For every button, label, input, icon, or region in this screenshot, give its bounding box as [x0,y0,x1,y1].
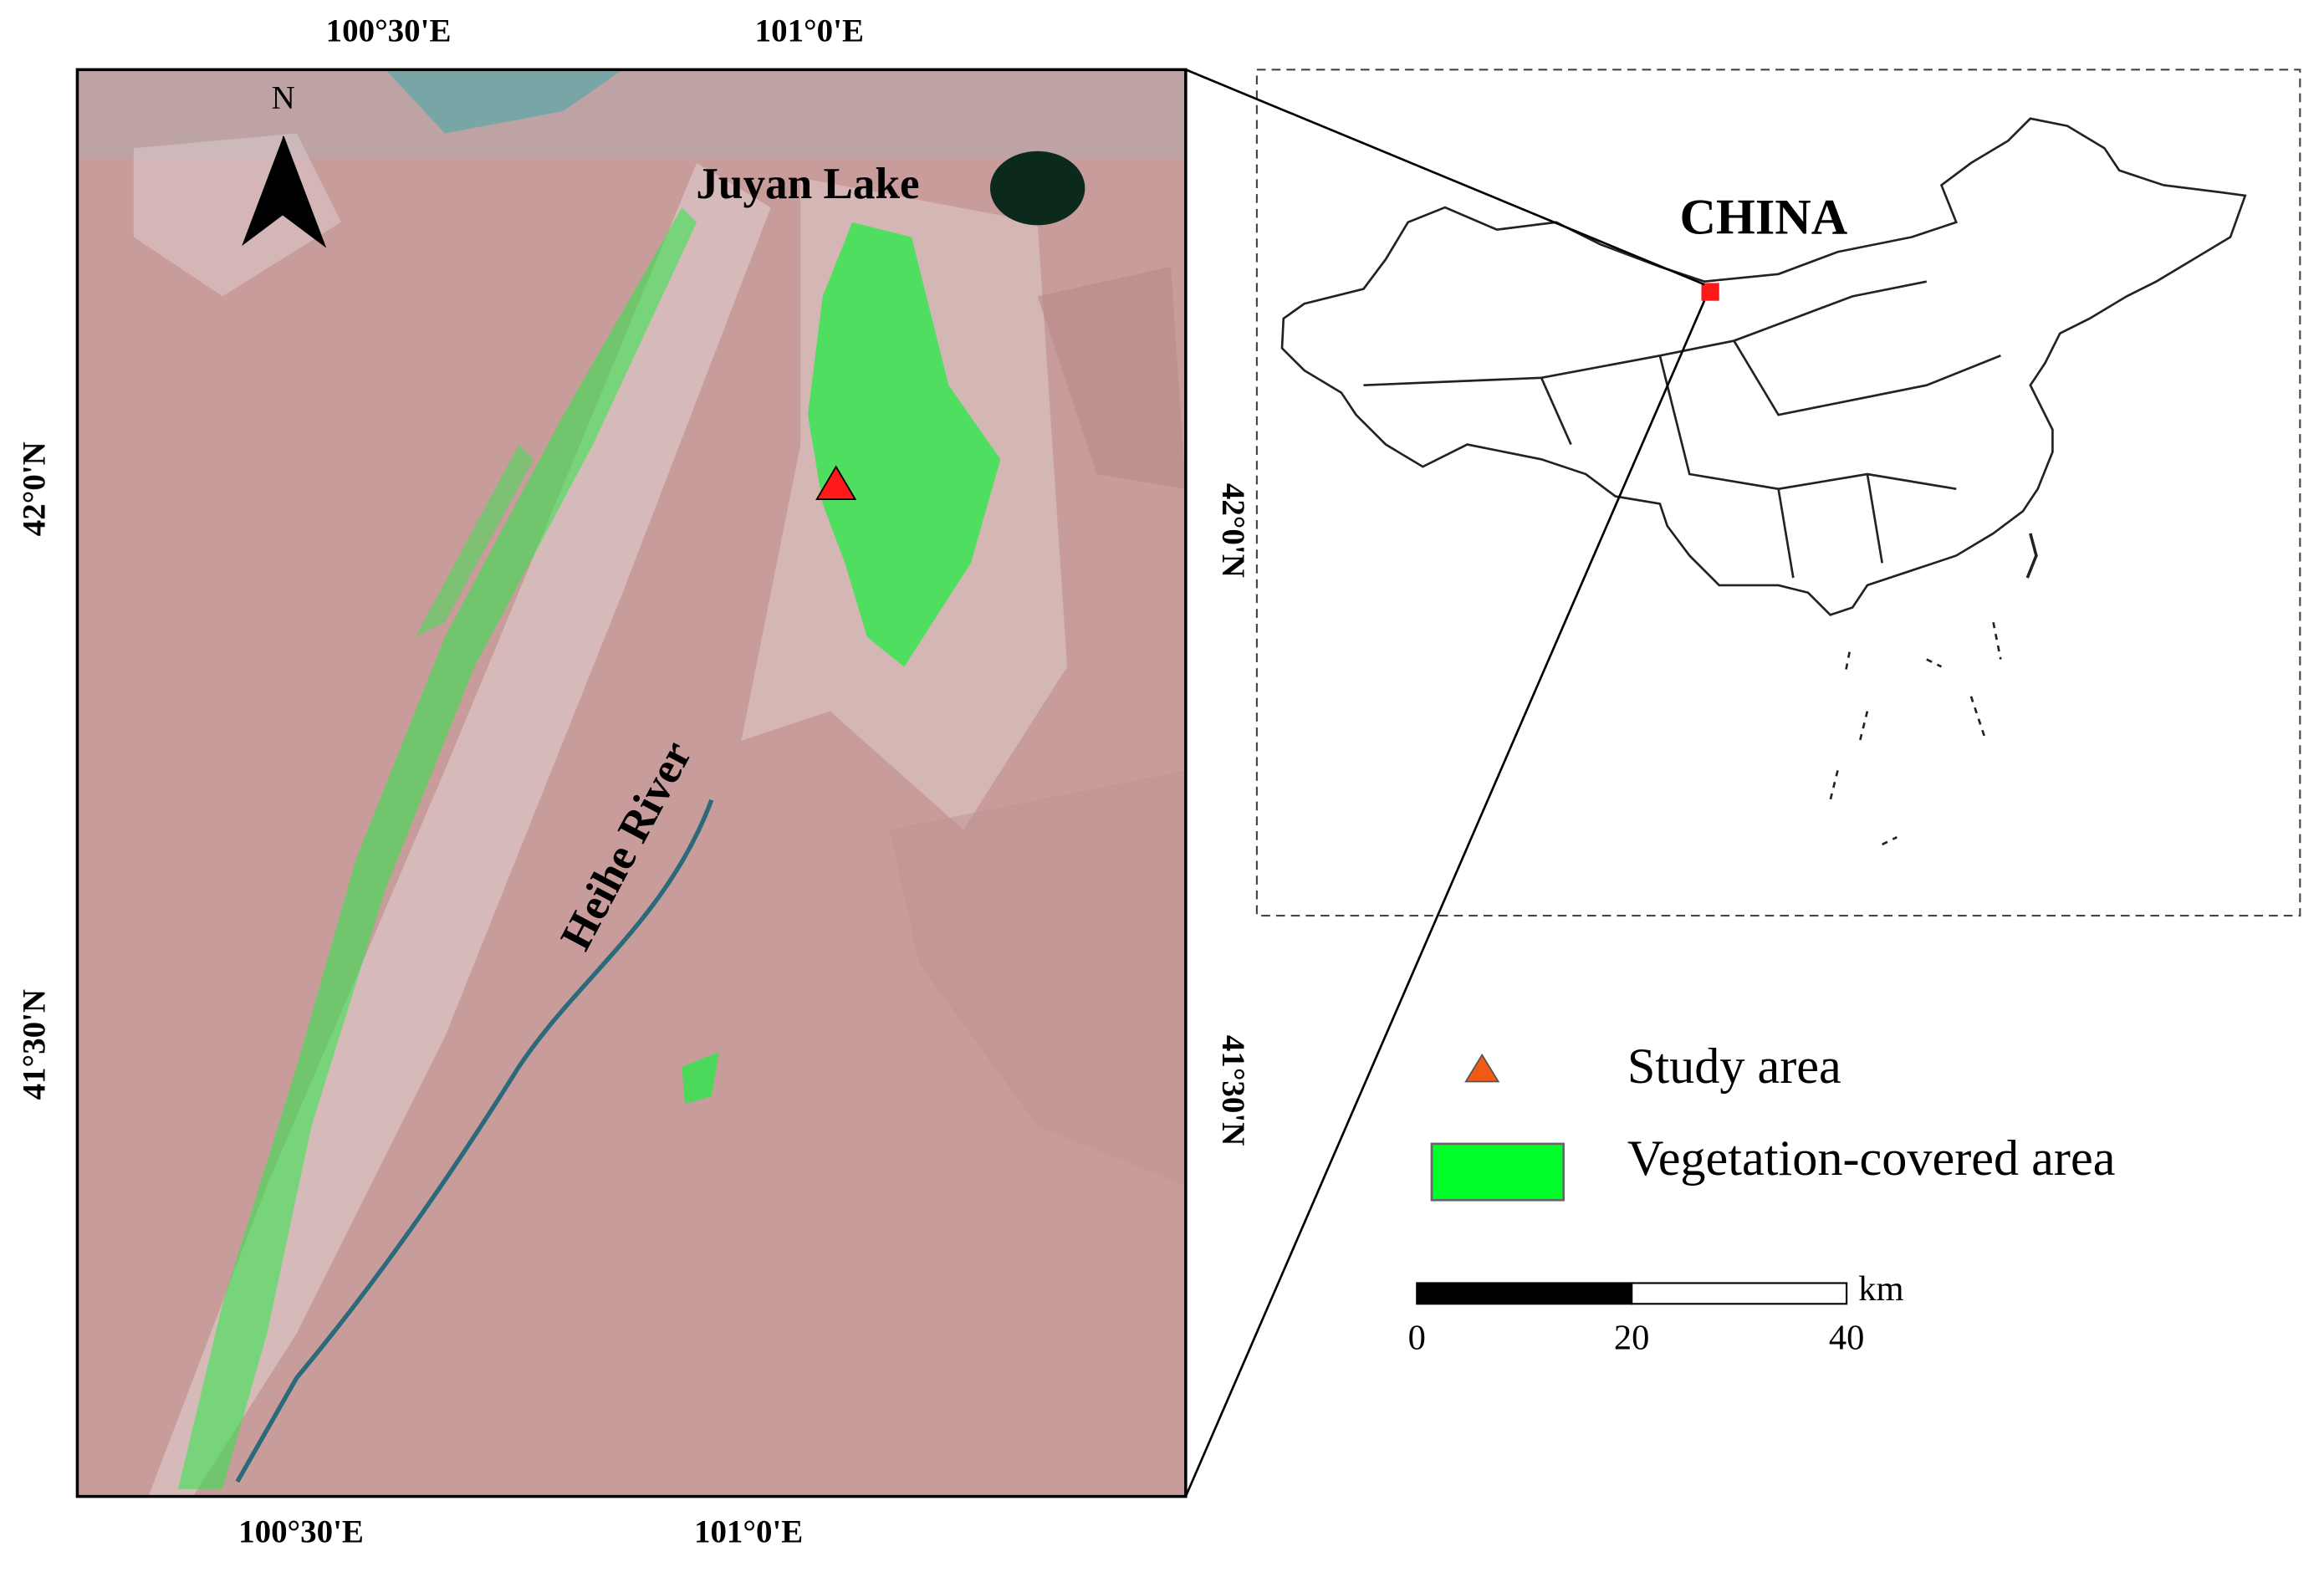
latitude-label: 41°30'N [1215,1035,1251,1146]
longitude-label: 100°30'E [238,1514,364,1550]
study-site [815,465,857,501]
latitude-label: 41°30'N [17,989,53,1100]
scale-segment [1631,1282,1848,1305]
scale-label: 20 [1614,1318,1650,1357]
longitude-label: 100°30'E [326,13,452,49]
legend-label: Study area [1627,1039,1841,1095]
latitude-label: 42°0'N [1215,483,1251,578]
river [235,799,714,1483]
connector-line [1184,300,1706,1498]
lake-label: Juyan Lake [696,160,919,208]
inset-frame [1255,69,2301,917]
legend-label: Vegetation-covered area [1627,1131,2116,1187]
north-arrow [242,136,283,247]
map-frame [75,68,1188,1498]
north-label: N [272,79,295,115]
scale-label: 0 [1408,1318,1426,1357]
legend-symbol [1464,1053,1500,1083]
vegetation [177,207,1001,1489]
scale-unit: km [1858,1269,1903,1309]
scale-label: 40 [1829,1318,1865,1357]
latitude-label: 42°0'N [17,441,53,536]
longitude-label: 101°0'E [694,1514,803,1550]
scale-bar: 0 20 40 km [1408,1269,1904,1357]
longitude-label: 101°0'E [755,13,864,49]
legend-symbol [1430,1142,1566,1202]
lake [989,151,1085,226]
study-area-marker [1701,283,1719,301]
north-arrow [282,135,327,248]
scale-segment [1416,1282,1633,1305]
connector-line [1185,69,1705,286]
china-outline [1280,117,2247,846]
country-label: CHINA [1679,190,1847,246]
